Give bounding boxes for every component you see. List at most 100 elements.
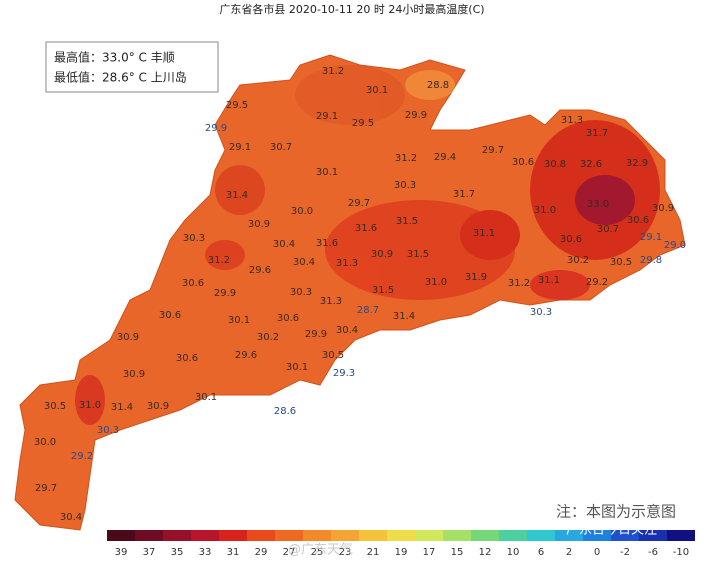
legend-swatch	[331, 530, 359, 541]
station-temp: 31.6	[316, 238, 338, 249]
station-temp: 29.7	[35, 483, 57, 494]
station-temp: 29.1	[229, 142, 251, 153]
station-temp: 30.5	[322, 350, 344, 361]
station-temp: 30.6	[512, 157, 534, 168]
station-temp: 29.9	[205, 123, 227, 134]
station-temp: 31.9	[465, 272, 487, 283]
station-temp: 29.6	[235, 350, 257, 361]
station-temp: 32.6	[580, 159, 602, 170]
station-temp: 30.7	[270, 142, 292, 153]
heat-zones	[75, 65, 660, 425]
station-temp: 29.2	[71, 451, 93, 462]
station-temp: 30.1	[195, 392, 217, 403]
legend-label: 0	[594, 547, 600, 558]
station-temp: 29.1	[640, 232, 662, 243]
station-temp: 31.2	[322, 66, 344, 77]
title: 广东省各市县 2020-10-11 20 时 24小时最高温度(C)	[219, 2, 484, 16]
station-temp: 29.5	[226, 100, 248, 111]
station-temp: 28.8	[427, 80, 449, 91]
legend-label: 33	[199, 547, 212, 558]
station-temp: 30.3	[530, 307, 552, 318]
legend-label: -10	[673, 547, 689, 558]
station-temp: 30.4	[60, 512, 82, 523]
station-temp: 30.1	[286, 362, 308, 373]
note: 注：本图为示意图	[556, 503, 676, 521]
legend-label: 27	[283, 547, 296, 558]
station-temp: 29.9	[214, 288, 236, 299]
station-temp: 31.7	[586, 128, 608, 139]
station-temp: 30.4	[336, 325, 358, 336]
legend-label: 39	[115, 547, 128, 558]
legend-label: 10	[507, 547, 520, 558]
station-temp: 30.9	[147, 401, 169, 412]
station-temp: 30.3	[97, 425, 119, 436]
station-temp: 30.6	[627, 215, 649, 226]
station-temp: 32.9	[626, 158, 648, 169]
station-temp: 29.8	[640, 255, 662, 266]
station-temp: 28.6	[274, 406, 296, 417]
station-temp: 29.1	[316, 111, 338, 122]
station-temp: 29.7	[482, 145, 504, 156]
station-temp: 31.1	[538, 275, 560, 286]
legend-swatch	[359, 530, 387, 541]
station-temp: 30.9	[248, 219, 270, 230]
legend-label: 17	[423, 547, 436, 558]
legend-swatch	[275, 530, 303, 541]
legend-swatch	[135, 530, 163, 541]
legend-label: -2	[620, 547, 630, 558]
station-temp: 31.5	[396, 216, 418, 227]
station-temp: 28.7	[357, 305, 379, 316]
legend-swatch	[247, 530, 275, 541]
station-temp: 31.2	[208, 255, 230, 266]
legend-label: 31	[227, 547, 240, 558]
legend-label: 12	[479, 547, 492, 558]
station-temp: 31.5	[372, 285, 394, 296]
station-temp: 30.5	[44, 401, 66, 412]
legend-label: 6	[538, 547, 544, 558]
station-temp: 31.4	[111, 402, 133, 413]
stats-box	[45, 41, 219, 93]
station-temp: 31.3	[336, 258, 358, 269]
watermark: 广东台今日关注	[566, 522, 657, 538]
legend-label: 35	[171, 547, 184, 558]
station-temp: 30.3	[183, 233, 205, 244]
legend-swatch	[471, 530, 499, 541]
zone	[205, 240, 245, 270]
station-temp: 31.7	[453, 189, 475, 200]
station-temp: 31.5	[407, 249, 429, 260]
station-temp: 30.5	[610, 257, 632, 268]
station-temp: 30.8	[544, 159, 566, 170]
station-temp: 30.2	[567, 255, 589, 266]
zone	[575, 175, 635, 225]
station-temp: 30.9	[123, 369, 145, 380]
zone	[460, 210, 520, 260]
station-temp: 29.4	[434, 152, 456, 163]
station-temp: 31.6	[355, 223, 377, 234]
watermark: @广东天气	[288, 542, 353, 558]
station-temp: 30.1	[228, 315, 250, 326]
station-temp: 29.7	[348, 198, 370, 209]
legend: 39 37 35 33 31 29 27 25 23 21 19 17 15 12 10 6 2 0 -2 -6 -10	[107, 530, 695, 558]
max-stat: 最高值：33.0° C 丰顺	[54, 50, 175, 65]
legend-swatch	[163, 530, 191, 541]
zone	[295, 65, 405, 125]
station-temp: 29.9	[405, 110, 427, 121]
legend-label: 19	[395, 547, 408, 558]
station-temp: 31.1	[473, 228, 495, 239]
station-temp: 29.2	[586, 277, 608, 288]
station-temp: 30.9	[652, 203, 674, 214]
legend-label: 21	[367, 547, 380, 558]
station-temp: 30.1	[316, 167, 338, 178]
legend-swatch	[219, 530, 247, 541]
station-temp: 30.0	[34, 437, 56, 448]
station-labels: 31.230.1 28.829.529.129.529.929.929.1 30.7…	[34, 66, 686, 523]
legend-swatch	[191, 530, 219, 541]
station-temp: 31.4	[393, 311, 415, 322]
legend-swatch	[443, 530, 471, 541]
station-temp: 29.5	[352, 118, 374, 129]
station-temp: 30.9	[371, 249, 393, 260]
legend-swatch	[387, 530, 415, 541]
province-shape	[14, 54, 686, 531]
station-temp: 30.4	[293, 257, 315, 268]
